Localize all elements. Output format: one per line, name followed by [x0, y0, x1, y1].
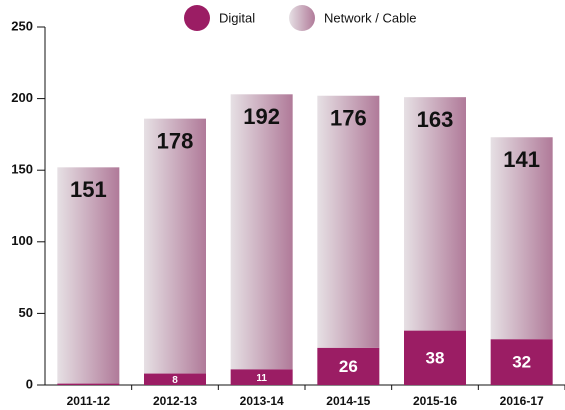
x-tick-label: 2016-17 [500, 394, 544, 408]
value-label: 178 [157, 128, 194, 153]
value-label: 163 [417, 107, 454, 132]
value-label: 26 [339, 357, 358, 376]
value-label: 151 [70, 177, 107, 202]
y-tick-label: 100 [11, 233, 33, 248]
x-tick-label: 2011-12 [67, 394, 111, 408]
bar-segment [490, 339, 553, 385]
x-tick-label: 2013-14 [240, 394, 284, 408]
legend-label: Digital [219, 10, 255, 25]
y-tick-label: 50 [19, 305, 33, 320]
bar-segment [404, 330, 466, 385]
bar-segment [230, 369, 293, 385]
x-tick-label: 2014-15 [326, 394, 370, 408]
value-label: 176 [330, 106, 367, 131]
value-label: 32 [512, 353, 531, 372]
bar-segment [57, 167, 120, 384]
y-tick-label: 200 [11, 90, 33, 105]
value-label: 11 [256, 373, 267, 384]
x-tick-label: 2012-13 [153, 394, 197, 408]
bar-segment [230, 94, 293, 370]
bar-segment [317, 95, 380, 348]
x-tick-label: 2015-16 [413, 394, 457, 408]
value-label: 8 [172, 375, 178, 386]
bar-segment [490, 137, 553, 340]
y-tick-label: 250 [11, 18, 33, 33]
legend-swatch [184, 5, 210, 31]
value-label: 192 [243, 104, 280, 129]
y-tick-label: 0 [26, 376, 33, 391]
legend-label: Network / Cable [324, 10, 416, 25]
value-label: 38 [426, 348, 445, 367]
bar-segment [404, 97, 466, 331]
value-label: 141 [503, 147, 540, 172]
bar-segment [57, 383, 120, 385]
bar-segment [317, 347, 380, 385]
bar-segment [144, 373, 206, 385]
y-tick-label: 150 [11, 162, 33, 177]
bar-segment [144, 118, 206, 374]
legend-swatch [289, 5, 315, 31]
